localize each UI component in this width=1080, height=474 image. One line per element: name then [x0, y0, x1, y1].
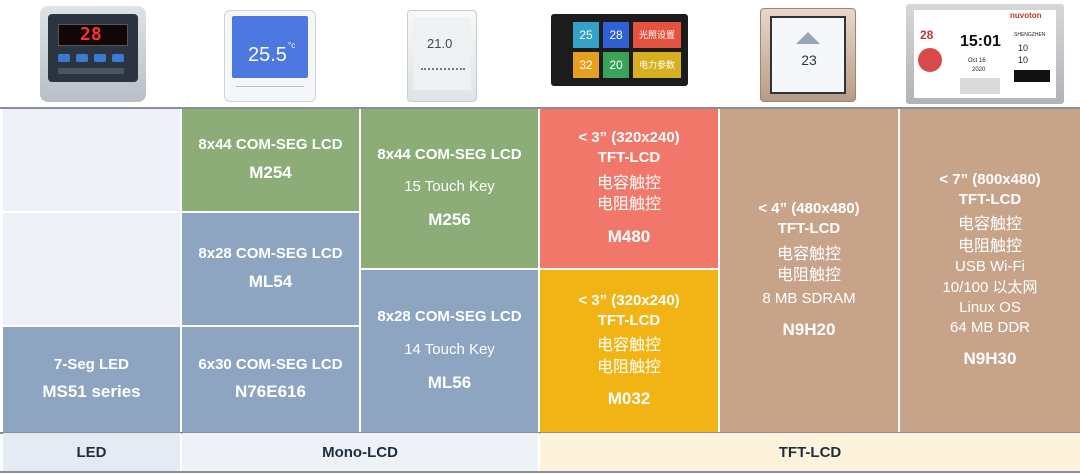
thermostat-readout: 25.5	[248, 44, 287, 66]
n9h20-cell: < 4” (480x480) TFT-LCD 电容触控 电阻触控 8 MB SD…	[720, 109, 899, 432]
tft-tile-3: 光照设置	[633, 22, 681, 48]
m480-part-name: M480	[607, 226, 651, 246]
n9h20-touch-resistive: 电阻触控	[776, 267, 841, 285]
ml56-touch-keys: 14 Touch Key	[404, 340, 495, 358]
empty-cell-top	[3, 109, 181, 212]
m480-type: TFT-LCD	[597, 149, 661, 167]
n9h30-os: Linux OS	[959, 298, 1021, 316]
m032-touch-resistive: 电阻触控	[596, 358, 661, 376]
m032-size: < 3” (320x240)	[578, 291, 680, 309]
n9h30-size: < 7” (800x480)	[939, 170, 1041, 188]
n9h20-part-name: N9H20	[782, 320, 836, 339]
tft-tile-2: 28	[603, 22, 629, 48]
m032-type: TFT-LCD	[597, 311, 661, 329]
n9h20-touch-capacitive: 电容触控	[776, 245, 841, 263]
ml56-cell: 8x28 COM-SEG LCD 14 Touch Key ML56	[361, 270, 539, 432]
nuvoton-t1: 10	[1018, 43, 1029, 53]
ms51-led-type: 7-Seg LED	[53, 355, 129, 373]
nuvoton-temp: 28	[920, 28, 934, 42]
nuvoton-temp-icon	[918, 48, 942, 72]
n76e616-cell: 6x30 COM-SEG LCD N76E616	[182, 327, 360, 432]
ml54-lcd-spec: 8x28 COM-SEG LCD	[198, 245, 343, 263]
n9h20-type: TFT-LCD	[777, 220, 841, 238]
tft-tile-1: 25	[573, 22, 599, 48]
footer-led: LED	[3, 433, 181, 471]
n9h30-touch-resistive: 电阻触控	[957, 237, 1022, 255]
tft-tile-5: 20	[603, 52, 629, 78]
nuvoton-t2: 10	[1018, 55, 1029, 65]
m032-touch-capacitive: 电容触控	[596, 337, 661, 355]
nuvoton-date: Oct 16	[968, 58, 986, 64]
m480-touch-capacitive: 电容触控	[596, 174, 661, 192]
ml56-lcd-spec: 8x28 COM-SEG LCD	[377, 308, 522, 326]
m254-lcd-spec: 8x44 COM-SEG LCD	[198, 136, 343, 154]
nuvoton-city: SHENGZHEN	[1014, 32, 1046, 38]
ml56-part-name: ML56	[427, 372, 472, 392]
m256-cell: 8x44 COM-SEG LCD 15 Touch Key M256	[361, 109, 539, 269]
n9h30-touch-capacitive: 电容触控	[957, 216, 1022, 234]
white-touch-panel-photo: 21.0	[407, 10, 477, 102]
footer-tft-lcd: TFT-LCD	[540, 433, 1080, 471]
nuvoton-time: 15:01	[960, 33, 1001, 50]
blue-lcd-thermostat-photo: 25.5 °c	[224, 10, 316, 102]
empty-cell-middle	[3, 213, 181, 326]
panel-readout: 21.0	[427, 36, 453, 51]
nuvoton-logo: nuvoton	[1010, 11, 1042, 20]
footer-bottom-line	[0, 471, 1080, 473]
thermostat-unit: °c	[288, 41, 296, 50]
n9h30-part-name: N9H30	[963, 349, 1017, 369]
m256-lcd-spec: 8x44 COM-SEG LCD	[377, 145, 522, 163]
m480-size: < 3” (320x240)	[578, 129, 680, 147]
m480-cell: < 3” (320x240) TFT-LCD 电容触控 电阻触控 M480	[540, 109, 719, 269]
led-readout: 28	[80, 24, 102, 45]
m256-part-name: M256	[428, 210, 471, 230]
n76e616-part-name: N76E616	[235, 382, 306, 402]
tft-display-photo: 25 28 光照设置 32 20 电力参数	[551, 14, 688, 86]
ms51-part-name: MS51 series	[42, 382, 141, 402]
led-controller-photo: 28	[40, 6, 146, 102]
panel-temperature: 23	[801, 52, 817, 68]
n9h20-memory: 8 MB SDRAM	[762, 289, 856, 307]
n76e616-lcd-spec: 6x30 COM-SEG LCD	[198, 355, 343, 373]
n9h20-size: < 4” (480x480)	[758, 200, 860, 218]
n9h30-usb-wifi: USB Wi-Fi	[955, 258, 1025, 276]
ml54-part-name: ML54	[248, 271, 293, 291]
n9h30-cell: < 7” (800x480) TFT-LCD 电容触控 电阻触控 USB Wi-…	[900, 109, 1080, 432]
ms51-cell: 7-Seg LED MS51 series	[3, 327, 181, 432]
m256-touch-keys: 15 Touch Key	[404, 178, 495, 196]
smart-home-panel-photo: 23	[760, 8, 856, 102]
m032-part-name: M032	[607, 389, 651, 409]
nuvoton-year: 2020	[972, 67, 986, 73]
m032-cell: < 3” (320x240) TFT-LCD 电容触控 电阻触控 M032	[540, 270, 719, 432]
n9h30-type: TFT-LCD	[958, 190, 1022, 208]
footer-mono-lcd: Mono-LCD	[182, 433, 539, 471]
ml54-cell: 8x28 COM-SEG LCD ML54	[182, 213, 360, 326]
m254-part-name: M254	[249, 162, 292, 182]
n9h30-ethernet: 10/100 以太网	[942, 278, 1038, 296]
tft-tile-4: 32	[573, 52, 599, 78]
n9h30-memory: 64 MB DDR	[949, 319, 1031, 337]
grid-frame	[0, 107, 1080, 433]
tft-tile-6: 电力参数	[633, 52, 681, 78]
m254-cell: 8x44 COM-SEG LCD M254	[182, 109, 360, 212]
m480-touch-resistive: 电阻触控	[596, 196, 661, 214]
nuvoton-display-photo: nuvoton 28 15:01 Oct 16 2020 SHENGZHEN 1…	[906, 4, 1064, 104]
